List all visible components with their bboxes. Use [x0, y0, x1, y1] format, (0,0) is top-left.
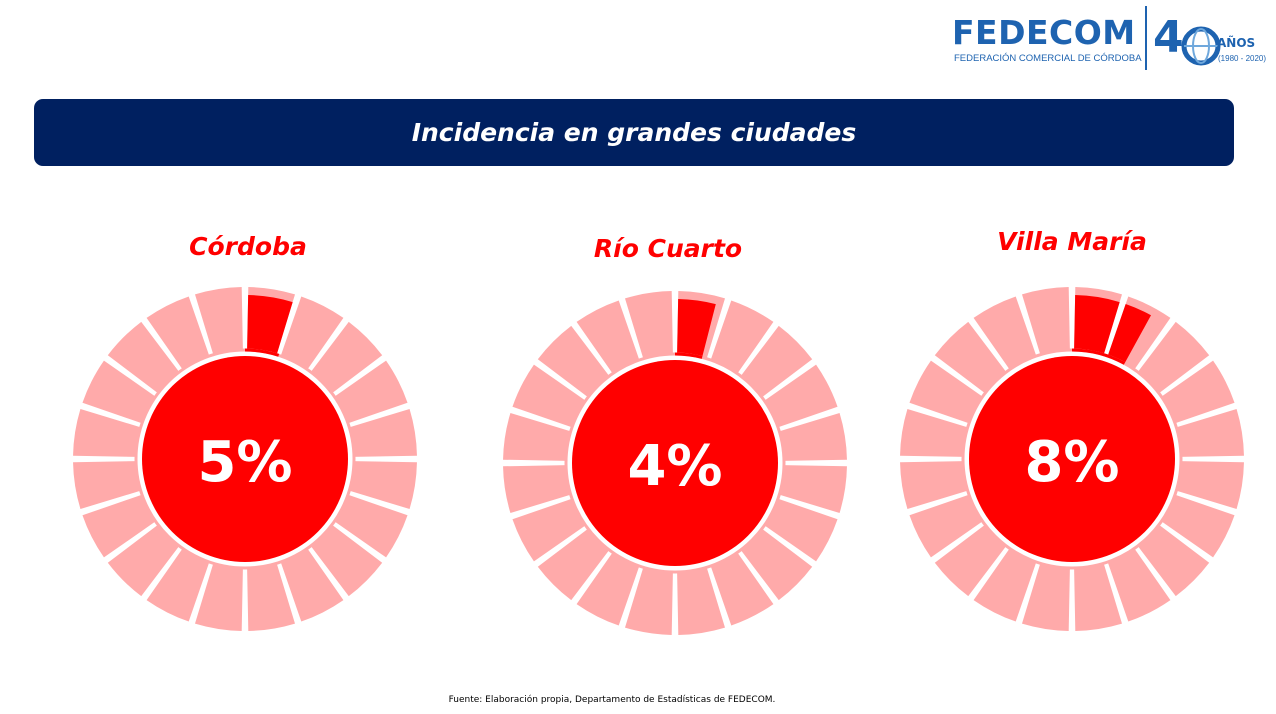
value-segment: [247, 295, 293, 356]
city-label-rio-cuarto: Río Cuarto: [593, 234, 743, 263]
ring-segment: [909, 494, 984, 558]
ring-segment: [512, 498, 587, 562]
ring-segment: [537, 528, 610, 601]
ring-segment: [624, 291, 673, 360]
gauge-core: [142, 356, 348, 562]
gauge-villa-maria: 8%: [900, 287, 1244, 631]
ring-segment: [194, 287, 243, 356]
ring-segment: [1175, 461, 1244, 510]
title-banner: Incidencia en grandes ciudades: [34, 99, 1234, 166]
logo-divider: [1145, 6, 1147, 70]
ring-segment: [1021, 562, 1070, 631]
ring-segment: [537, 325, 610, 398]
ring-segment: [280, 296, 344, 371]
ring-segment: [333, 360, 408, 424]
value-segment: [677, 299, 716, 359]
ring-segment: [710, 551, 774, 626]
ring-segment: [348, 461, 417, 510]
logo-subtitle: FEDERACIÓN COMERCIAL DE CÓRDOBA: [954, 53, 1142, 64]
ring-segment: [1074, 562, 1123, 631]
ring-segment: [1137, 524, 1210, 597]
inner-ring-value: [245, 348, 280, 357]
ring-segment: [310, 524, 383, 597]
page-title: Incidencia en grandes ciudades: [411, 118, 857, 147]
ring-segment: [763, 498, 838, 562]
ring-segment: [576, 300, 640, 375]
ring-segment: [82, 360, 157, 424]
city-label-cordoba: Córdoba: [189, 232, 307, 261]
ring-segment: [677, 566, 726, 635]
ring-segment: [934, 524, 1007, 597]
gauge-cordoba: 5%: [73, 287, 417, 631]
ring-segment: [740, 528, 813, 601]
ring-segment: [900, 408, 969, 457]
gauge-value-label: 4%: [627, 434, 722, 499]
city-label-villa-maria: Villa María: [997, 227, 1147, 256]
gauge-rio-cuarto: 4%: [503, 291, 847, 635]
ring-segment: [146, 547, 210, 622]
anniversary-years: (1980 - 2020): [1218, 54, 1267, 63]
source-note: Fuente: Elaboración propia, Departamento…: [448, 695, 776, 705]
ring-segment: [310, 321, 383, 394]
fedecom-logo: FEDECOM FEDERACIÓN COMERCIAL DE CÓRDOBA …: [950, 4, 1268, 74]
ring-segment: [576, 551, 640, 626]
inner-ring-value: [675, 352, 703, 359]
ring-segment: [512, 364, 587, 428]
ring-segment: [73, 408, 142, 457]
ring-segment: [503, 465, 572, 514]
ring-segment: [740, 325, 813, 398]
logo-name: FEDECOM: [952, 13, 1136, 52]
ring-segment: [710, 300, 774, 375]
value-segment: [1074, 295, 1120, 356]
ring-segment: [73, 461, 142, 510]
ring-segment: [778, 412, 847, 461]
ring-segment: [1160, 360, 1235, 424]
ring-segment: [973, 547, 1037, 622]
ring-segment: [333, 494, 408, 558]
ring-segment: [280, 547, 344, 622]
ring-segment: [909, 360, 984, 424]
ring-segment: [934, 321, 1007, 394]
anniversary-digit: 4: [1153, 12, 1184, 63]
ring-segment: [1107, 547, 1171, 622]
globe-icon: [1181, 26, 1221, 66]
ring-segment: [107, 524, 180, 597]
ring-segment: [778, 465, 847, 514]
gauge-value-label: 5%: [197, 430, 292, 495]
gauge-core: [969, 356, 1175, 562]
ring-segment: [973, 296, 1037, 371]
ring-segment: [1137, 321, 1210, 394]
ring-segment: [1021, 287, 1070, 356]
ring-segment: [624, 566, 673, 635]
ring-segment: [503, 412, 572, 461]
anniversary-badge: 4 AÑOS (1980 - 2020): [1153, 12, 1267, 70]
ring-segment: [763, 364, 838, 428]
ring-segment: [146, 296, 210, 371]
inner-ring-value: [1072, 348, 1126, 365]
gauge-value-label: 8%: [1024, 430, 1119, 495]
anniversary-word: AÑOS: [1217, 36, 1256, 50]
ring-segment: [247, 562, 296, 631]
value-segment: [1107, 304, 1152, 365]
ring-segment: [348, 408, 417, 457]
ring-segment: [107, 321, 180, 394]
ring-segment: [1160, 494, 1235, 558]
ring-segment: [194, 562, 243, 631]
ring-segment: [1175, 408, 1244, 457]
ring-segment: [82, 494, 157, 558]
gauge-core: [572, 360, 778, 566]
ring-segment: [900, 461, 969, 510]
